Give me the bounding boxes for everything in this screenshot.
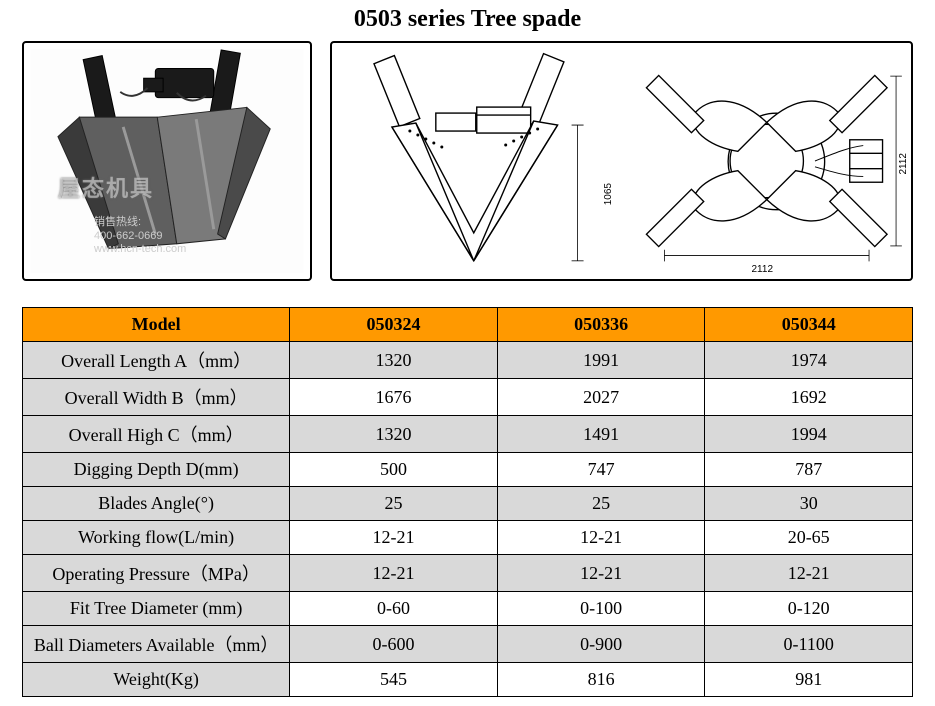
row-label: Weight(Kg) [23, 663, 290, 697]
row-label: Ball Diameters Available（mm） [23, 626, 290, 663]
cell-value: 0-1100 [705, 626, 913, 663]
table-row: Ball Diameters Available（mm）0-6000-9000-… [23, 626, 913, 663]
cell-value: 30 [705, 487, 913, 521]
cell-value: 787 [705, 453, 913, 487]
row-label: Blades Angle(°) [23, 487, 290, 521]
cell-value: 1320 [290, 342, 498, 379]
spec-table: Model 050324 050336 050344 Overall Lengt… [22, 307, 913, 697]
row-label: Overall Length A（mm） [23, 342, 290, 379]
cell-value: 0-120 [705, 592, 913, 626]
cell-value: 981 [705, 663, 913, 697]
cell-value: 1994 [705, 416, 913, 453]
table-row: Overall High C（mm）132014911994 [23, 416, 913, 453]
cell-value: 0-60 [290, 592, 498, 626]
table-row: Blades Angle(°)252530 [23, 487, 913, 521]
row-label: Operating Pressure（MPa） [23, 555, 290, 592]
cell-value: 25 [497, 487, 705, 521]
contact-phone: 400-662-0669 [94, 230, 186, 244]
cell-value: 0-900 [497, 626, 705, 663]
row-label: Fit Tree Diameter (mm) [23, 592, 290, 626]
engineering-drawings: 1065 [330, 41, 913, 281]
cell-value: 12-21 [290, 521, 498, 555]
cell-value: 20-65 [705, 521, 913, 555]
table-row: Weight(Kg)545816981 [23, 663, 913, 697]
top-width-dim: 2112 [752, 264, 774, 275]
product-photo: 屋态机具 销售热线: 400-662-0669 www.hcn-tech.com [22, 41, 312, 281]
cell-value: 747 [497, 453, 705, 487]
page-title: 0503 series Tree spade [0, 0, 935, 41]
contact-label: 销售热线: [94, 216, 186, 230]
images-row: 屋态机具 销售热线: 400-662-0669 www.hcn-tech.com [0, 41, 935, 281]
cell-value: 1974 [705, 342, 913, 379]
table-row: Operating Pressure（MPa）12-2112-2112-21 [23, 555, 913, 592]
cell-value: 12-21 [290, 555, 498, 592]
cell-value: 500 [290, 453, 498, 487]
table-header-row: Model 050324 050336 050344 [23, 308, 913, 342]
col-header-050324: 050324 [290, 308, 498, 342]
table-row: Overall Width B（mm）167620271692 [23, 379, 913, 416]
table-row: Working flow(L/min)12-2112-2120-65 [23, 521, 913, 555]
row-label: Overall High C（mm） [23, 416, 290, 453]
row-label: Digging Depth D(mm) [23, 453, 290, 487]
cell-value: 1991 [497, 342, 705, 379]
table-row: Fit Tree Diameter (mm)0-600-1000-120 [23, 592, 913, 626]
table-row: Digging Depth D(mm)500747787 [23, 453, 913, 487]
side-height-dim: 1065 [603, 183, 614, 205]
cell-value: 12-21 [705, 555, 913, 592]
cell-value: 1692 [705, 379, 913, 416]
top-height-dim: 2112 [898, 153, 909, 175]
cell-value: 816 [497, 663, 705, 697]
photo-watermark: 屋态机具 [58, 171, 154, 203]
cell-value: 545 [290, 663, 498, 697]
cell-value: 12-21 [497, 555, 705, 592]
table-row: Overall Length A（mm）132019911974 [23, 342, 913, 379]
drawing-side-view: 1065 [332, 43, 622, 279]
cell-value: 2027 [497, 379, 705, 416]
cell-value: 1491 [497, 416, 705, 453]
cell-value: 1320 [290, 416, 498, 453]
cell-value: 25 [290, 487, 498, 521]
row-label: Working flow(L/min) [23, 521, 290, 555]
row-label: Overall Width B（mm） [23, 379, 290, 416]
col-header-050336: 050336 [497, 308, 705, 342]
cell-value: 0-100 [497, 592, 705, 626]
contact-site: www.hcn-tech.com [94, 243, 186, 257]
photo-contact: 销售热线: 400-662-0669 www.hcn-tech.com [94, 216, 186, 257]
col-header-model: Model [23, 308, 290, 342]
cell-value: 1676 [290, 379, 498, 416]
cell-value: 0-600 [290, 626, 498, 663]
cell-value: 12-21 [497, 521, 705, 555]
col-header-050344: 050344 [705, 308, 913, 342]
table-body: Overall Length A（mm）132019911974Overall … [23, 342, 913, 697]
drawing-top-view: 2112 2112 [622, 43, 912, 279]
